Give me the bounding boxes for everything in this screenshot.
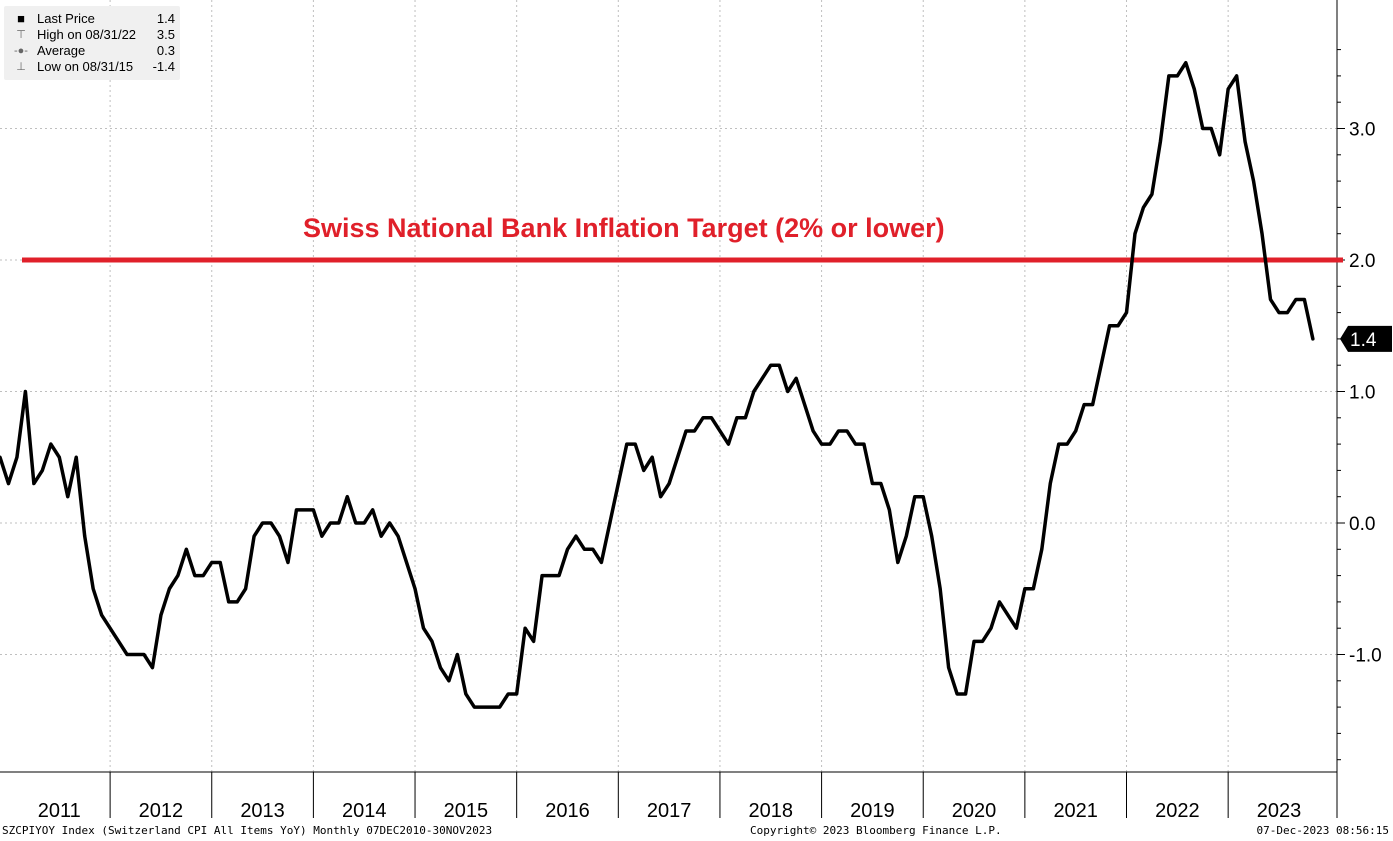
x-tick-label: 2016 [545,800,590,822]
x-tick-label: 2014 [342,800,387,822]
legend-value: 3.5 [156,27,175,42]
x-tick-label: 2018 [749,800,794,822]
legend-item-low: ⊥ Low on 08/31/15 -1.4 [4,59,180,75]
y-tick-label: 2.0 [1349,251,1375,272]
y-tick-label: 0.0 [1349,514,1375,535]
legend-value: -1.4 [152,59,175,74]
legend: ■ Last Price 1.4 ⊤ High on 08/31/22 3.5 … [4,6,180,80]
legend-item-high: ⊤ High on 08/31/22 3.5 [4,27,180,43]
legend-item-last-price: ■ Last Price 1.4 [4,11,180,27]
x-tick-label: 2021 [1053,800,1098,822]
x-tick-label: 2020 [952,800,997,822]
y-tick-label: -1.0 [1349,646,1382,667]
x-tick-label: 2012 [139,800,184,822]
x-tick-label: 2022 [1155,800,1200,822]
high-marker-icon: ⊤ [16,29,26,41]
legend-value: 0.3 [156,43,175,58]
y-axis: 3.0 2.0 1.0 0.0 -1.0 [1336,0,1382,772]
x-tick-label: 2019 [850,800,895,822]
x-tick-label: 2013 [240,800,285,822]
x-tick-label: 2015 [444,800,489,822]
x-axis: 2011 2012 2013 2014 2015 2016 2017 2018 2019 2020… [0,771,1338,822]
legend-value: 1.4 [156,11,175,26]
legend-label: Average [37,43,86,58]
y-tick-label: 3.0 [1349,120,1375,141]
legend-label: Last Price [37,11,95,26]
x-tick-label: 2023 [1257,800,1302,822]
legend-item-average: -●- Average 0.3 [4,43,180,59]
last-price-tag: 1.4 [1340,325,1392,352]
low-marker-icon: ⊥ [16,61,26,73]
average-marker-icon: -●- [14,45,28,57]
legend-label: High on 08/31/22 [37,27,137,42]
grid-layer [0,0,1337,772]
footer-timestamp: 07-Dec-2023 08:56:15 [1256,824,1389,837]
y-tick-label: 1.0 [1349,383,1375,404]
inflation-target-label: Swiss National Bank Inflation Target (2%… [303,213,945,243]
footer-index-info: SZCPIYOY Index (Switzerland CPI All Item… [2,824,493,837]
x-tick-label: 2011 [38,800,81,822]
x-tick-label: 2017 [647,800,692,822]
last-price-tag-background [1340,325,1392,352]
footer-copyright: Copyright© 2023 Bloomberg Finance L.P. [750,824,1002,837]
series-line-last-price [0,61,1315,709]
last-price-tag-label: 1.4 [1350,330,1377,351]
legend-label: Low on 08/31/15 [37,59,134,74]
filled-square-icon: ■ [17,11,25,26]
